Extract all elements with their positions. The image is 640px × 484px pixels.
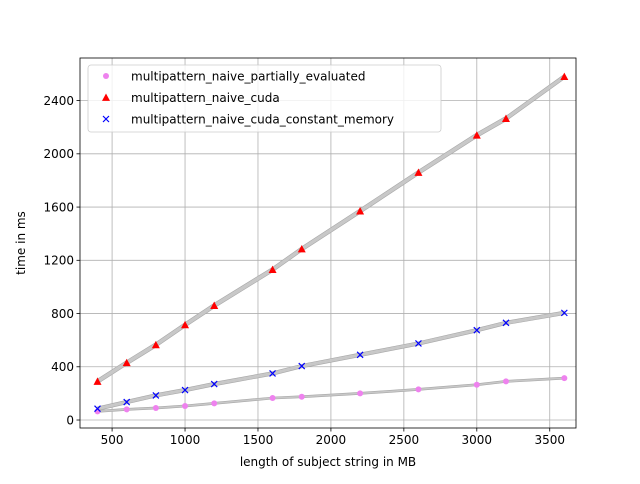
series-2-point: [560, 72, 569, 81]
series-3-point: [94, 405, 101, 413]
series-3-point: [560, 309, 568, 317]
legend-label-2: multipattern_naive_cuda: [131, 91, 280, 105]
x-tick-label: 3500: [534, 433, 565, 447]
legend-marker-1: [103, 73, 109, 79]
series-2-point: [297, 244, 306, 253]
y-tick-label: 1200: [43, 254, 74, 268]
y-tick-label: 800: [51, 307, 74, 321]
series-2-point: [472, 131, 481, 139]
plot-frame: [79, 57, 577, 429]
x-tick-label: 2000: [316, 433, 347, 447]
series-1-point: [357, 390, 364, 397]
x-tick-label: 1500: [243, 433, 274, 447]
y-tick-label: 0: [66, 413, 74, 427]
x-tick-label: 2500: [389, 433, 420, 447]
series-3-point: [356, 351, 364, 359]
series-2-point: [210, 301, 219, 309]
y-tick-label: 2400: [43, 94, 74, 108]
x-tick-label: 500: [101, 433, 124, 447]
series-3-point: [415, 340, 422, 347]
series-3-point: [298, 362, 306, 370]
x-tick-label: 1000: [170, 433, 201, 447]
series-3-point: [210, 380, 218, 388]
y-tick-label: 2000: [43, 147, 74, 161]
legend-label-3: multipattern_naive_cuda_constant_memory: [131, 112, 394, 126]
series-3-point: [502, 319, 510, 327]
series-3-point: [269, 370, 276, 377]
series-1-point: [298, 393, 305, 400]
legend: multipattern_naive_partially_evaluatedmu…: [87, 64, 442, 133]
y-tick-label: 400: [51, 360, 74, 374]
series-3-point: [123, 398, 131, 406]
series-2-point: [122, 358, 131, 367]
legend-label-1: multipattern_naive_partially_evaluated: [131, 69, 365, 83]
x-tick-label: 3000: [462, 433, 493, 447]
series-1-point: [123, 406, 130, 413]
series-1-point: [211, 400, 218, 407]
axis-ticks: 500 1000 1500 2000 2500 3000 3500 0 400 800 1200 16…: [43, 94, 565, 447]
y-axis-label: time in ms: [14, 211, 28, 275]
legend-items: multipattern_naive_partially_evaluatedmu…: [102, 69, 394, 126]
series-3-point: [152, 391, 160, 399]
legend-marker-3: [102, 115, 110, 123]
series-1-point: [473, 381, 480, 388]
data-markers: [93, 72, 569, 415]
series-3-point: [473, 326, 481, 334]
legend-box: [87, 64, 442, 133]
series-3-point: [181, 386, 189, 394]
series-2-point: [93, 377, 102, 385]
y-tick-label: 1600: [43, 200, 74, 214]
series-1-point: [561, 375, 568, 382]
x-axis-label: length of subject string in MB: [240, 455, 416, 469]
series-2-point: [356, 207, 365, 215]
series-1-point: [182, 403, 189, 410]
series-1-point: [502, 378, 509, 385]
series-1-point: [415, 386, 422, 393]
series-2-point: [151, 340, 160, 349]
legend-marker-2: [102, 93, 110, 101]
series-3-band: [97, 310, 565, 411]
series-2-point: [501, 114, 510, 122]
series-2-point: [414, 168, 423, 176]
series-1-point: [152, 405, 159, 412]
series-2-point: [268, 265, 277, 274]
series-2-point: [181, 320, 190, 329]
series-1-point: [269, 395, 276, 402]
